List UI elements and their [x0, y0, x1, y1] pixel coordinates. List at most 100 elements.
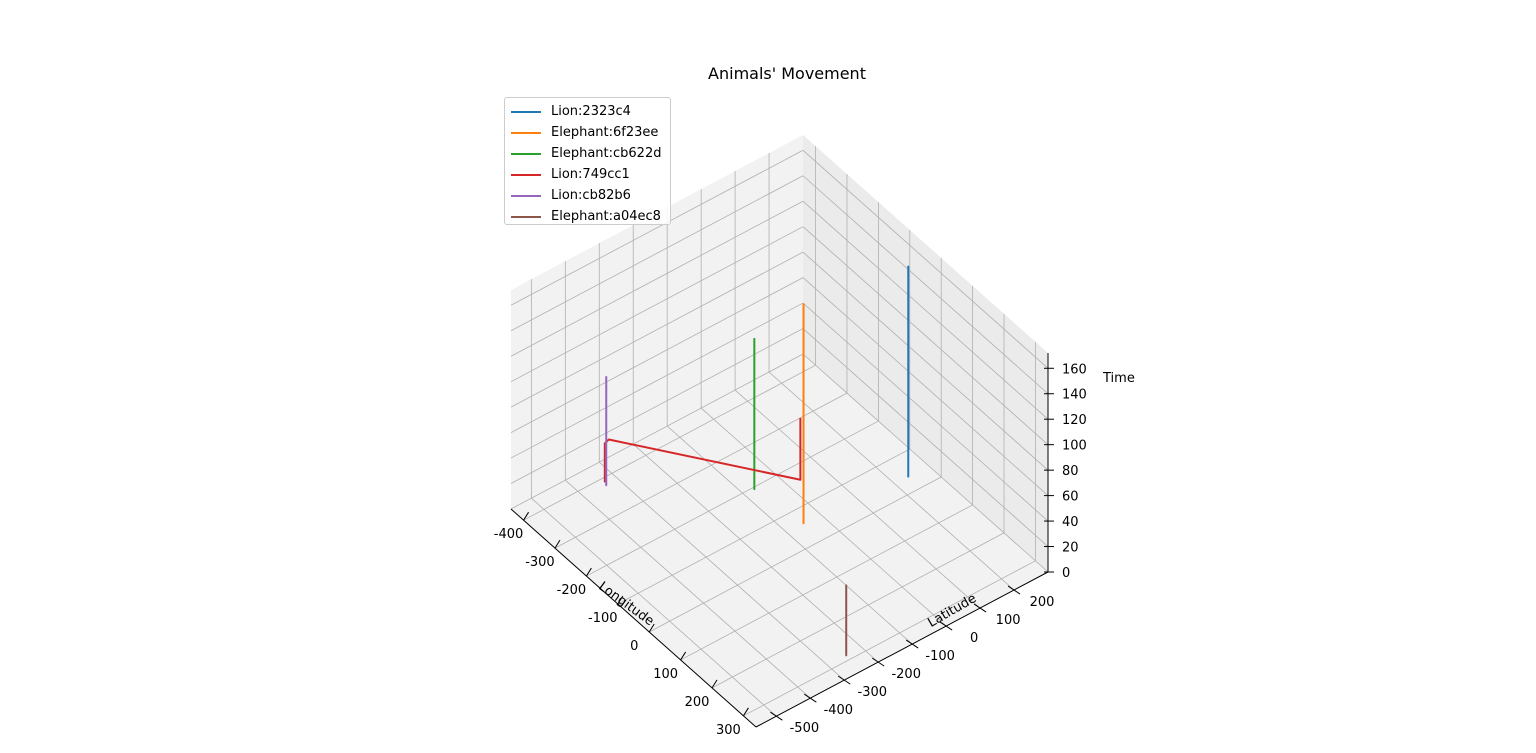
x-tick-label: 0 [630, 639, 638, 654]
y-tick [973, 603, 987, 613]
legend-label: Elephant:6f23ee [551, 125, 659, 140]
z-tick-label: 160 [1062, 362, 1087, 377]
chart-title: Animals' Movement [708, 64, 866, 83]
z-gridline [802, 302, 1049, 522]
z-gridline [802, 251, 1049, 471]
legend-swatch [511, 194, 541, 197]
x-tick [711, 679, 718, 689]
x-tick [523, 511, 529, 521]
x-tick-label: -400 [494, 527, 524, 542]
x-gridline [554, 392, 848, 549]
legend-item: Lion:cb82b6 [511, 185, 670, 206]
legend-swatch [511, 173, 541, 176]
z-axis-label: Time [1102, 371, 1135, 386]
y-tick [1007, 585, 1021, 595]
x-tick [743, 707, 749, 717]
x-tick-label: 300 [716, 723, 741, 738]
z-tick-label: 80 [1062, 464, 1079, 479]
x-tick [648, 623, 655, 633]
legend-item: Elephant:a04ec8 [511, 206, 670, 227]
z-tick-label: 120 [1062, 413, 1087, 428]
z-gridline [510, 277, 804, 433]
legend-label: Lion:2323c4 [551, 104, 631, 119]
z-gridline [802, 200, 1049, 420]
z-gridline [802, 277, 1049, 496]
axes-lines [510, 353, 1054, 728]
series-line-3 [603, 417, 802, 483]
legend-label: Elephant:cb622d [551, 146, 662, 161]
y-tick-label: 0 [970, 631, 978, 646]
axes-gridlines [510, 146, 1049, 717]
y-tick [871, 657, 885, 667]
y-tick [838, 675, 851, 685]
x-gridline [711, 532, 1005, 689]
legend-label: Elephant:a04ec8 [551, 209, 661, 224]
legend-swatch [511, 110, 541, 113]
y-gridline [666, 425, 913, 645]
legend-item: Elephant:cb622d [511, 143, 670, 164]
x-gridline [586, 420, 879, 577]
legend-item: Elephant:6f23ee [511, 122, 670, 143]
z-gridline [510, 200, 804, 357]
x-tick [617, 595, 624, 605]
z-tick-label: 60 [1062, 490, 1079, 505]
x-gridline [617, 448, 910, 605]
x-gridline [743, 560, 1036, 717]
x-tick-label: -200 [557, 583, 587, 598]
legend-label: Lion:cb82b6 [551, 188, 631, 203]
y-tick [939, 621, 953, 631]
z-tick-label: 20 [1062, 541, 1079, 556]
z-gridline [510, 149, 804, 306]
z-tick-label: 0 [1062, 566, 1070, 581]
y-gridline [531, 497, 777, 717]
y-tick-label: 100 [996, 613, 1021, 628]
y-axis-line [755, 571, 1049, 728]
z-gridline [802, 328, 1049, 547]
left-pane [511, 135, 803, 509]
y-tick-label: -200 [891, 667, 921, 682]
x-tick-label: 100 [653, 667, 678, 682]
z-tick-label: 40 [1062, 515, 1079, 530]
x-gridline [523, 364, 816, 521]
y-tick-label: 200 [1030, 595, 1055, 610]
legend-swatch [511, 215, 541, 218]
x-gridline [649, 476, 942, 633]
y-gridline [632, 443, 879, 663]
y-gridline [768, 371, 1015, 591]
y-tick-label: -500 [790, 721, 820, 736]
y-gridline [734, 389, 981, 609]
z-gridline [510, 251, 804, 408]
x-tick-label: 200 [685, 695, 710, 710]
z-gridline [802, 226, 1049, 445]
z-gridline [510, 302, 804, 459]
y-tick-label: -300 [858, 685, 888, 700]
x-tick [680, 651, 687, 661]
y-tick [905, 639, 919, 649]
y-gridline [565, 479, 811, 699]
x-tick [585, 567, 592, 577]
x-tick [554, 539, 561, 549]
y-tick-label: -400 [824, 703, 854, 718]
data-series [603, 265, 910, 657]
back-pane [803, 135, 1048, 572]
x-gridline [680, 504, 973, 661]
y-tick-label: -100 [925, 649, 955, 664]
z-gridline [802, 353, 1049, 573]
legend: Lion:2323c4 Elephant:6f23ee Elephant:cb622… [504, 97, 671, 225]
z-tick-label: 140 [1062, 388, 1087, 403]
z-gridline [802, 175, 1049, 395]
legend-swatch [511, 131, 541, 134]
x-axis-line [510, 508, 757, 728]
y-gridline [700, 407, 947, 627]
legend-item: Lion:2323c4 [511, 101, 670, 122]
y-gridline [599, 461, 845, 681]
x-tick-label: -300 [525, 555, 555, 570]
z-gridline [802, 149, 1049, 369]
z-gridline [510, 175, 804, 332]
legend-swatch [511, 152, 541, 155]
legend-item: Lion:749cc1 [511, 164, 670, 185]
y-tick [770, 711, 783, 721]
y-tick [804, 693, 817, 703]
x-tick-label: -100 [588, 611, 618, 626]
